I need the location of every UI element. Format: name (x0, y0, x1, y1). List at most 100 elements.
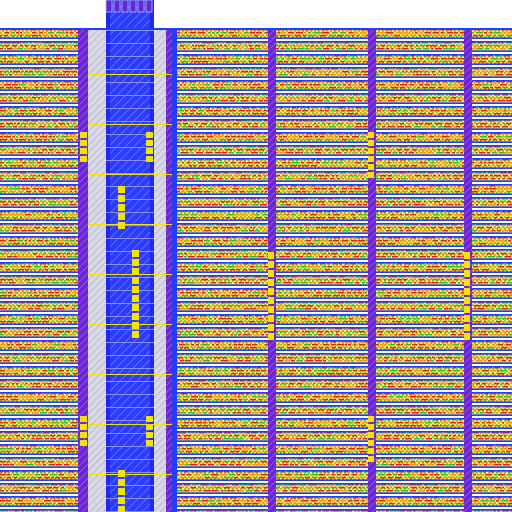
poly-segment (55, 230, 62, 232)
metal1-rail (176, 223, 512, 225)
poly-segment (221, 126, 224, 128)
poly-segment (405, 126, 411, 128)
poly-segment (312, 139, 315, 141)
poly-segment (320, 113, 322, 115)
poly-segment (233, 45, 236, 47)
poly-segment (449, 48, 455, 50)
poly-segment (298, 165, 301, 167)
poly-segment (53, 250, 58, 252)
poly-segment (33, 318, 39, 320)
poly-segment (23, 42, 28, 44)
poly-segment (69, 224, 74, 226)
poly-segment (239, 110, 245, 112)
poly-segment (287, 289, 292, 291)
poly-segment (0, 256, 6, 258)
poly-segment (189, 84, 191, 86)
poly-segment (49, 188, 52, 190)
poly-segment (0, 136, 3, 138)
poly-segment (307, 113, 309, 115)
poly-segment (209, 201, 214, 203)
poly-segment (198, 289, 201, 291)
poly-segment (44, 55, 51, 57)
metal1-rail (0, 206, 78, 208)
poly-segment (428, 243, 432, 245)
poly-segment (327, 289, 331, 291)
poly-segment (211, 149, 217, 151)
poly-segment (294, 159, 299, 161)
poly-segment (3, 188, 8, 190)
poly-segment (425, 32, 431, 34)
poly-segment (444, 178, 446, 180)
poly-segment (452, 240, 457, 242)
poly-segment (57, 435, 61, 437)
poly-segment (220, 263, 222, 265)
poly-segment (20, 217, 22, 219)
poly-segment (199, 165, 205, 167)
poly-segment (226, 113, 230, 115)
poly-segment (437, 146, 440, 148)
poly-segment (67, 162, 69, 164)
poly-segment (379, 100, 381, 102)
poly-segment (229, 224, 236, 226)
poly-segment (475, 279, 480, 281)
poly-segment (433, 74, 436, 76)
poly-segment (362, 162, 366, 164)
poly-segment (40, 328, 46, 330)
poly-segment (209, 113, 212, 115)
poly-segment (191, 240, 197, 242)
poly-segment (429, 250, 434, 252)
poly-segment (493, 42, 497, 44)
poly-segment (444, 42, 450, 44)
poly-segment (391, 74, 393, 76)
poly-segment (48, 139, 50, 141)
poly-segment (216, 136, 223, 138)
poly-segment (428, 224, 430, 226)
poly-segment (237, 165, 240, 167)
poly-segment (62, 45, 64, 47)
poly-segment (401, 113, 408, 115)
poly-segment (295, 191, 301, 193)
poly-segment (359, 253, 361, 255)
poly-segment (279, 55, 283, 57)
poly-segment (252, 126, 258, 128)
poly-segment (300, 204, 304, 206)
poly-segment (439, 204, 443, 206)
poly-segment (496, 110, 503, 112)
poly-segment (489, 139, 491, 141)
poly-segment (250, 282, 252, 284)
poly-segment (444, 224, 448, 226)
poly-segment (503, 123, 505, 125)
poly-segment (0, 315, 5, 317)
poly-segment (492, 152, 496, 154)
poly-segment (16, 42, 21, 44)
poly-segment (15, 302, 17, 304)
poly-segment (227, 214, 234, 216)
metal1-rail (0, 41, 78, 43)
poly-segment (292, 214, 296, 216)
poly-segment (391, 159, 398, 161)
poly-segment (260, 204, 267, 206)
poly-segment (76, 113, 78, 115)
poly-segment (65, 367, 71, 369)
poly-segment (195, 250, 199, 252)
poly-segment (430, 162, 434, 164)
poly-segment (489, 289, 491, 291)
poly-segment (441, 211, 443, 213)
poly-segment (446, 94, 448, 96)
poly-segment (337, 217, 340, 219)
metal1-rail (176, 54, 512, 56)
right-cell-array[interactable] (176, 28, 512, 512)
poly-segment (253, 175, 256, 177)
poly-segment (323, 61, 326, 63)
poly-segment (398, 58, 402, 60)
cell-row-fill (0, 327, 78, 338)
poly-segment (53, 136, 55, 138)
poly-segment (490, 191, 494, 193)
left-cell-column[interactable] (0, 28, 78, 512)
poly-segment (386, 269, 388, 271)
poly-segment (211, 107, 216, 109)
poly-segment (458, 58, 465, 60)
poly-segment (349, 237, 354, 239)
